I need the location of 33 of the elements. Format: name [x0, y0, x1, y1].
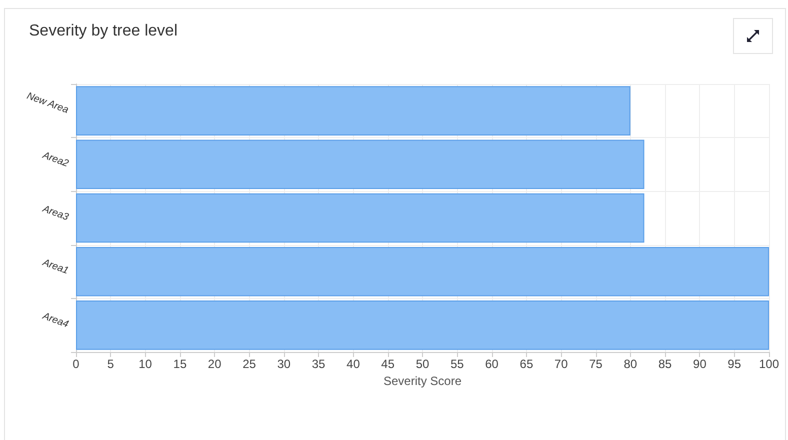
- x-tick-label: 65: [520, 357, 534, 371]
- bar: [76, 193, 644, 243]
- bar: [76, 140, 644, 190]
- x-tick-label: 0: [72, 357, 80, 371]
- x-tick-label: 85: [658, 357, 672, 371]
- x-tick-label: 15: [173, 357, 187, 371]
- x-tick-label: 80: [624, 357, 638, 371]
- x-tick-label: 100: [758, 357, 780, 371]
- y-tick-label: Area4: [40, 310, 70, 331]
- x-tick-label: 90: [693, 357, 707, 371]
- x-tick-label: 25: [242, 357, 256, 371]
- x-tick-label: 35: [312, 357, 326, 371]
- chart-title: Severity by tree level: [29, 22, 178, 40]
- x-tick-label: 50: [416, 357, 430, 371]
- x-tick-label: 30: [277, 357, 291, 371]
- bar: [76, 246, 769, 296]
- bar: [76, 86, 630, 136]
- y-tick-label: Area1: [40, 256, 70, 277]
- x-tick-label: 95: [728, 357, 742, 371]
- bar: [76, 300, 769, 350]
- x-tick-label: 5: [107, 357, 114, 371]
- x-tick-label: 40: [346, 357, 360, 371]
- x-tick-label: 75: [589, 357, 603, 371]
- x-tick-label: 20: [208, 357, 222, 371]
- y-tick-label: New Area: [25, 90, 70, 116]
- x-tick-label: 45: [381, 357, 395, 371]
- x-tick-label: 70: [554, 357, 568, 371]
- y-tick-label: Area3: [40, 203, 70, 224]
- x-axis-title: Severity Score: [383, 374, 462, 388]
- y-tick-label: Area2: [40, 150, 70, 170]
- x-tick-label: 55: [450, 357, 464, 371]
- x-tick-label: 60: [485, 357, 499, 371]
- x-tick-label: 10: [138, 357, 152, 371]
